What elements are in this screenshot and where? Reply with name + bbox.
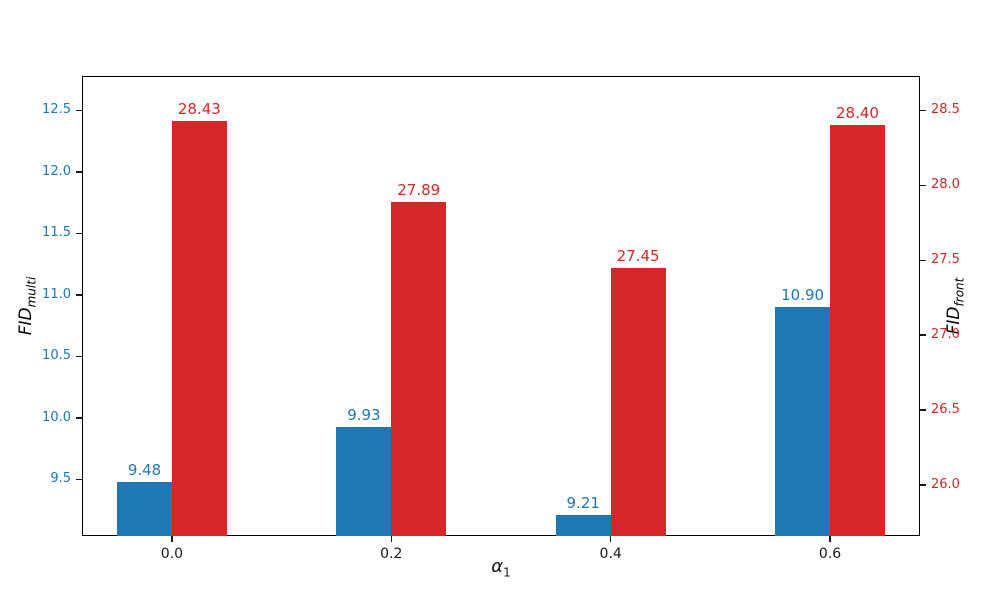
bar-fid-front [171,120,227,536]
x-axis-label-sub: 1 [503,565,511,580]
y-tick-label-right: 26.5 [931,402,960,418]
y-tick-mark-left [76,478,82,481]
x-tick-mark [390,536,393,542]
bar-fid-front [610,267,666,536]
x-tick-mark [171,536,173,542]
x-tick-label: 0.4 [599,546,622,562]
x-tick-mark [609,536,612,542]
y-tick-mark-left [76,417,82,419]
bar-value-label: 28.43 [177,99,221,118]
y-tick-label-right: 26.0 [931,477,960,493]
x-tick-label: 0.2 [380,546,403,562]
y-axis-label-left: FIDmulti [14,186,38,426]
y-tick-mark-left [76,232,82,235]
bar-value-label: 9.21 [566,494,600,513]
y-axis-label-right: FIDfront [942,186,966,426]
y-tick-label-left: 12.5 [42,102,71,118]
bar-value-label: 10.90 [781,286,825,305]
y-tick-mark-left [76,171,82,173]
y-tick-mark-right [920,184,926,187]
x-axis-label: α1 [401,556,601,580]
bar-fid-multi [775,307,831,536]
y-tick-mark-right [920,484,926,486]
x-tick-mark [829,536,831,542]
y-axis-label-left-base: FID [16,307,36,336]
bar-fid-front [391,201,447,536]
bar-value-label: 27.45 [616,246,660,265]
y-tick-label-left: 11.5 [42,225,71,241]
y-tick-mark-right [920,334,926,336]
y-tick-mark-left [76,355,82,358]
y-tick-label-right: 28.0 [931,177,960,193]
bar-value-label: 9.93 [347,405,381,424]
y-tick-mark-left [76,294,82,296]
x-axis-label-base: α [491,556,504,577]
y-tick-label-left: 11.0 [42,286,71,302]
bar-fid-multi [336,426,392,536]
x-tick-label: 0.0 [160,546,184,562]
bar-value-label: 28.40 [835,104,879,123]
y-tick-label-left: 10.0 [42,409,71,425]
bar-value-label: 9.48 [127,460,162,479]
y-tick-mark-right [920,409,926,411]
y-tick-mark-left [76,109,82,112]
y-tick-label-left: 12.0 [42,163,71,179]
y-tick-mark-right [920,109,926,112]
x-tick-label: 0.6 [818,546,842,562]
y-tick-label-left: 9.5 [50,471,71,487]
y-tick-label-right: 28.5 [931,102,960,118]
bar-fid-multi [117,481,172,536]
y-tick-label-left: 10.5 [42,348,71,364]
y-tick-label-right: 27.0 [931,327,960,343]
y-axis-label-right-sub: front [952,277,967,307]
bar-fid-front [830,125,885,536]
bar-fid-multi [555,515,611,536]
y-tick-label-right: 27.5 [931,252,960,268]
y-tick-mark-right [920,259,926,262]
bar-value-label: 27.89 [397,180,441,199]
